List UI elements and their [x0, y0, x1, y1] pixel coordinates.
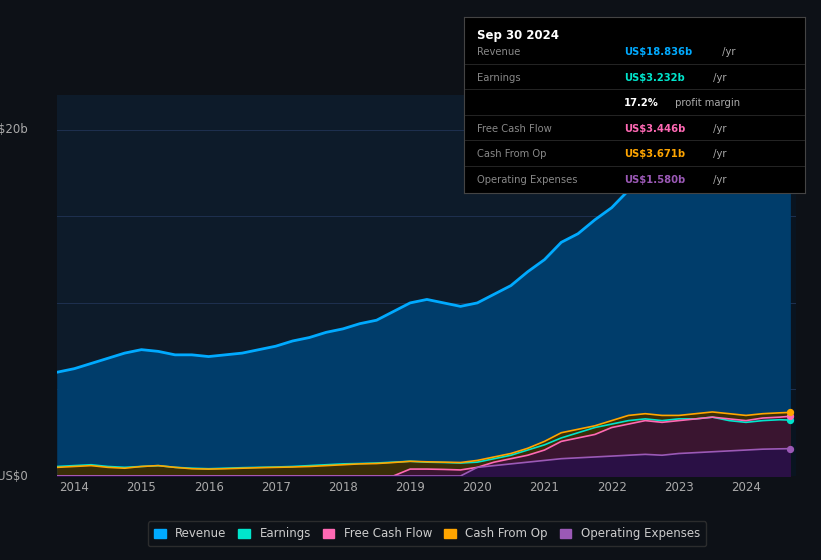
Text: /yr: /yr [710, 150, 727, 160]
Point [783, 146, 796, 155]
Point [783, 416, 796, 424]
Text: /yr: /yr [719, 47, 736, 57]
Legend: Revenue, Earnings, Free Cash Flow, Cash From Op, Operating Expenses: Revenue, Earnings, Free Cash Flow, Cash … [148, 521, 706, 546]
Text: US$3.232b: US$3.232b [624, 73, 685, 83]
Text: US$0: US$0 [0, 469, 28, 483]
Text: Free Cash Flow: Free Cash Flow [478, 124, 553, 134]
Text: US$3.446b: US$3.446b [624, 124, 686, 134]
Text: Cash From Op: Cash From Op [478, 150, 547, 160]
Text: US$1.580b: US$1.580b [624, 175, 686, 185]
Bar [746, 95, 796, 476]
Text: Revenue: Revenue [478, 47, 521, 57]
Point [783, 408, 796, 417]
Text: Sep 30 2024: Sep 30 2024 [478, 29, 559, 42]
Text: US$18.836b: US$18.836b [624, 47, 692, 57]
Text: US$20b: US$20b [0, 123, 28, 136]
Text: 17.2%: 17.2% [624, 98, 659, 108]
Text: /yr: /yr [710, 124, 727, 134]
Text: /yr: /yr [710, 175, 727, 185]
Text: US$3.671b: US$3.671b [624, 150, 686, 160]
Point [783, 412, 796, 421]
Text: Earnings: Earnings [478, 73, 521, 83]
Point [783, 444, 796, 453]
Text: /yr: /yr [710, 73, 727, 83]
Text: profit margin: profit margin [672, 98, 740, 108]
Text: Operating Expenses: Operating Expenses [478, 175, 578, 185]
